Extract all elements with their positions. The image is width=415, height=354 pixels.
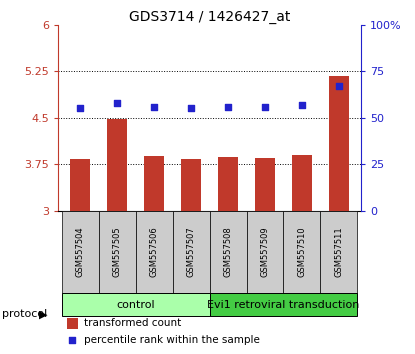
Bar bbox=[144, 156, 164, 211]
Text: GSM557506: GSM557506 bbox=[150, 227, 159, 277]
Point bbox=[225, 104, 232, 109]
Text: GSM557509: GSM557509 bbox=[261, 227, 269, 277]
Text: GSM557507: GSM557507 bbox=[187, 227, 195, 277]
Title: GDS3714 / 1426427_at: GDS3714 / 1426427_at bbox=[129, 10, 290, 24]
Bar bbox=[210, 293, 357, 316]
Point bbox=[151, 104, 157, 109]
Point bbox=[262, 104, 269, 109]
Bar bbox=[62, 293, 210, 316]
Text: GSM557504: GSM557504 bbox=[76, 227, 85, 277]
Bar bbox=[320, 211, 357, 293]
Point bbox=[188, 105, 194, 111]
Point bbox=[336, 83, 342, 89]
Text: percentile rank within the sample: percentile rank within the sample bbox=[84, 335, 260, 345]
Text: ▶: ▶ bbox=[39, 309, 48, 319]
Bar bbox=[218, 157, 238, 211]
Bar bbox=[136, 211, 173, 293]
Bar bbox=[70, 159, 90, 211]
Bar bbox=[247, 211, 283, 293]
Text: transformed count: transformed count bbox=[84, 318, 181, 329]
Bar bbox=[329, 76, 349, 211]
Bar bbox=[283, 211, 320, 293]
Bar bbox=[292, 155, 312, 211]
Bar bbox=[107, 119, 127, 211]
Text: GSM557505: GSM557505 bbox=[113, 227, 122, 277]
Text: GSM557508: GSM557508 bbox=[224, 227, 232, 277]
Bar bbox=[255, 158, 275, 211]
Point bbox=[114, 100, 120, 105]
Text: protocol: protocol bbox=[2, 309, 47, 319]
Bar bbox=[62, 211, 99, 293]
Bar bbox=[173, 211, 210, 293]
Point bbox=[77, 105, 83, 111]
Bar bbox=[99, 211, 136, 293]
Text: GSM557511: GSM557511 bbox=[334, 227, 343, 277]
Text: Evi1 retroviral transduction: Evi1 retroviral transduction bbox=[207, 299, 360, 310]
Text: GSM557510: GSM557510 bbox=[298, 227, 306, 277]
Bar bbox=[67, 318, 78, 329]
Point bbox=[69, 337, 76, 343]
Text: control: control bbox=[116, 299, 155, 310]
Point bbox=[299, 102, 305, 108]
Bar bbox=[210, 211, 247, 293]
Bar bbox=[181, 159, 201, 211]
